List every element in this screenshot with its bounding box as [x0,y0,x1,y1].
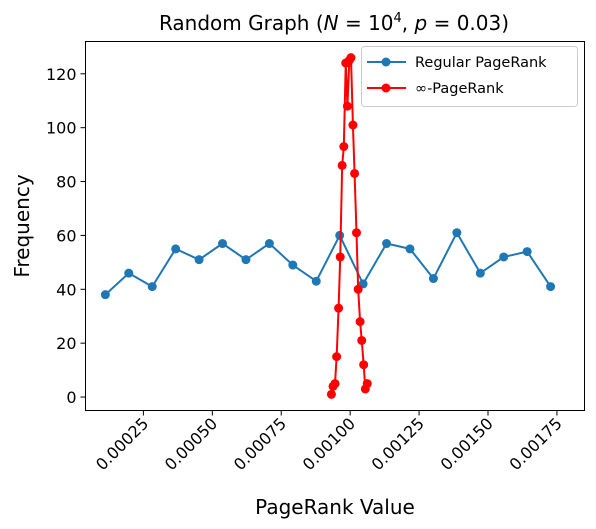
y-tick-label: 80 [56,173,76,192]
data-point-0 [311,276,321,286]
data-point-0 [218,239,228,249]
title-sep: , [402,11,415,35]
data-point-0 [100,290,110,300]
title-eq2: = 0.03) [427,11,509,35]
title-eq1: = 10 [339,11,394,35]
data-point-1 [334,303,344,313]
data-point-1 [357,335,367,345]
plot-frame [85,41,585,411]
data-point-1 [330,379,340,389]
data-point-0 [147,282,157,292]
legend-label-infinity: ∞-PageRank [415,81,504,97]
y-tick-label: 40 [56,280,76,299]
title-p: p [414,11,428,35]
x-axis-label: PageRank Value [255,495,415,519]
y-axis-label: Frequency [10,174,34,277]
data-point-0 [452,228,462,238]
legend-marker-regular [381,57,391,67]
data-point-0 [522,247,532,257]
data-point-0 [382,239,392,249]
data-point-1 [352,228,361,238]
title-n: N [324,11,339,35]
data-point-0 [171,244,181,254]
legend-marker-infinity [381,83,391,93]
data-point-1 [339,142,349,152]
data-point-0 [194,255,204,265]
title-prefix: Random Graph ( [159,11,324,35]
data-point-0 [264,239,274,249]
data-point-0 [428,274,438,284]
data-point-1 [348,120,358,130]
y-tick-label: 0 [66,388,76,407]
y-tick-label: 20 [56,334,76,353]
title-exponent: 4 [394,11,402,26]
data-point-0 [241,255,251,265]
data-point-0 [475,268,485,278]
data-point-1 [332,352,342,362]
data-point-0 [546,282,556,292]
data-point-1 [346,53,356,63]
data-point-1 [342,101,352,111]
data-point-1 [335,252,345,262]
data-point-0 [405,244,415,254]
chart-title: Random Graph (N = 104, p = 0.03) [159,11,509,35]
data-point-1 [350,168,360,178]
y-tick-label: 60 [56,226,76,245]
data-point-1 [353,284,363,294]
data-point-1 [355,317,365,327]
data-point-0 [288,260,298,270]
legend-box [361,46,578,107]
data-point-1 [337,160,347,170]
data-point-0 [124,268,134,278]
series-group [100,53,556,399]
y-tick-label: 100 [46,119,77,138]
data-point-1 [362,379,372,389]
data-point-1 [359,360,369,370]
data-point-0 [335,230,345,240]
y-tick-label: 120 [46,65,77,84]
data-point-0 [499,252,509,262]
data-point-1 [326,389,336,399]
legend-label-regular: Regular PageRank [415,55,547,71]
legend: Regular PageRank ∞-PageRank [361,46,578,107]
